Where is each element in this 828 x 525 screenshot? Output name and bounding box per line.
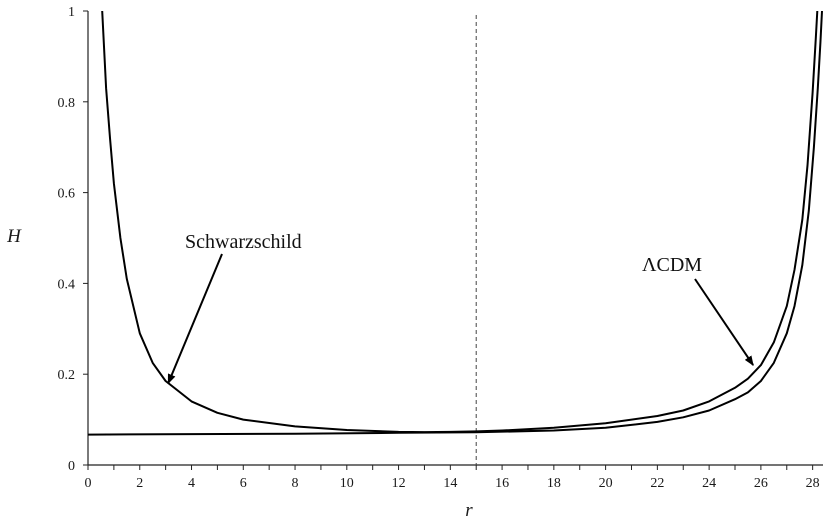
x-tick-label: 2 xyxy=(136,476,143,491)
x-tick-label: 16 xyxy=(495,476,509,491)
annotation-arrow-2 xyxy=(694,278,754,366)
x-tick-label: 12 xyxy=(392,476,406,491)
x-axis-title: r xyxy=(465,500,473,521)
x-tick-label: 20 xyxy=(599,476,613,491)
x-tick-label: 26 xyxy=(754,476,768,491)
x-tick-label: 0 xyxy=(85,476,92,491)
y-tick-label: 1 xyxy=(68,5,75,20)
x-tick-label: 6 xyxy=(240,476,247,491)
axes xyxy=(87,11,823,466)
x-tick-label: 4 xyxy=(188,476,195,491)
x-tick-label: 8 xyxy=(292,476,299,491)
y-tick-label: 0 xyxy=(68,459,75,474)
y-tick-label: 0.4 xyxy=(58,277,76,292)
annotation-label-1: Schwarzschild xyxy=(185,231,302,253)
x-tick-label: 18 xyxy=(547,476,561,491)
y-tick-label: 0.8 xyxy=(58,96,76,111)
annotation-arrow-1 xyxy=(167,253,223,385)
series-group xyxy=(87,10,823,436)
x-tick-label: 28 xyxy=(806,476,820,491)
y-tick-label: 0.6 xyxy=(58,187,76,202)
x-tick-label: 22 xyxy=(650,476,664,491)
x-tick-label: 10 xyxy=(340,476,354,491)
y-tick-label: 0.2 xyxy=(58,368,76,383)
series-line-2 xyxy=(87,10,823,436)
annotation-label-2: ΛCDM xyxy=(642,254,702,276)
x-tick-label: 14 xyxy=(443,476,457,491)
y-axis-title: H xyxy=(6,226,22,247)
series-line-1 xyxy=(101,10,819,434)
annotations-group: Schwarzschild ΛCDM xyxy=(167,231,754,385)
x-tick-label: 24 xyxy=(702,476,716,491)
